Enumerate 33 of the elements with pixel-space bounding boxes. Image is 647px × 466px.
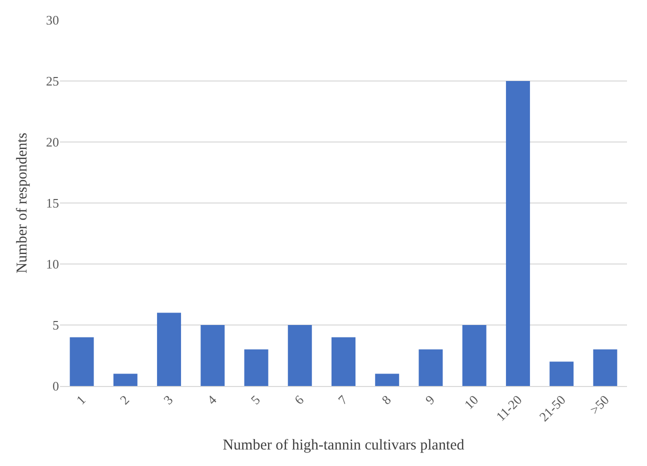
y-tick-label: 5 (52, 318, 59, 333)
y-axis-title: Number of respondents (14, 132, 30, 274)
bar (550, 362, 574, 386)
y-tick-label: 25 (46, 74, 59, 89)
y-tick-label: 20 (46, 134, 59, 150)
x-tick-label: 3 (160, 392, 176, 408)
y-tick-label: 10 (46, 256, 59, 272)
bar (288, 325, 312, 386)
bar (113, 374, 138, 386)
bar (332, 337, 356, 386)
bar (70, 337, 94, 386)
x-tick-label: >50 (586, 392, 612, 418)
x-tick-label: 7 (335, 392, 351, 408)
x-tick-label: 10 (461, 392, 482, 412)
x-tick-label: 5 (248, 392, 263, 408)
x-tick-label: 2 (116, 392, 132, 408)
x-tick-label: 8 (378, 392, 394, 408)
bar (593, 349, 618, 386)
bar (375, 374, 400, 386)
bar (200, 325, 225, 386)
bar (157, 312, 182, 386)
y-tick-label: 0 (52, 378, 59, 394)
bar (506, 81, 530, 386)
x-tick-label: 6 (291, 392, 307, 408)
x-tick-label: 9 (422, 392, 438, 408)
x-tick-label: 4 (204, 392, 220, 408)
y-tick-label: 30 (46, 12, 59, 28)
x-axis-title: Number of high-tannin cultivars planted (222, 437, 465, 454)
bar (418, 349, 443, 386)
bar (462, 325, 486, 386)
bar (244, 349, 268, 386)
y-tick-label: 15 (46, 196, 59, 211)
x-tick-label: 1 (73, 392, 89, 408)
